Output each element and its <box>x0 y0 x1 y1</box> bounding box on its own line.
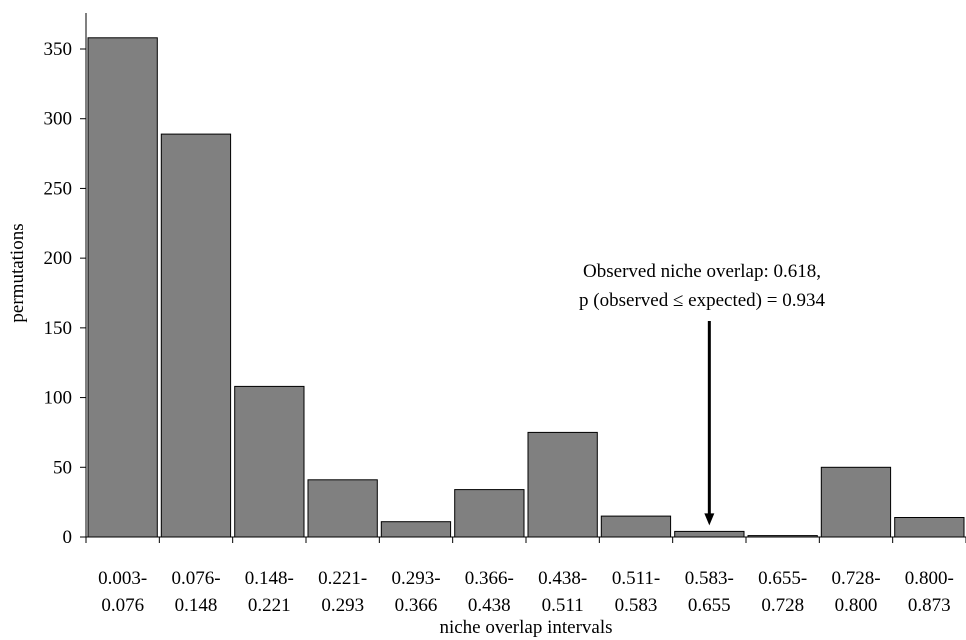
y-tick-label-6: 300 <box>44 109 73 130</box>
x-tick-label-4-0: 0.293- <box>391 568 440 589</box>
x-tick-label-1-1: 0.148 <box>175 595 218 616</box>
x-tick-label-8-0: 0.583- <box>685 568 734 589</box>
bar-5 <box>454 489 525 538</box>
y-tick-label-3: 150 <box>44 318 73 339</box>
bar-11 <box>894 517 965 538</box>
annotation-line-2: p (observed ≤ expected) = 0.934 <box>579 290 825 311</box>
bar-2 <box>234 385 305 538</box>
bar-7 <box>600 515 672 538</box>
annotation-line-1: Observed niche overlap: 0.618, <box>583 261 821 282</box>
y-tick-label-7: 350 <box>44 39 73 60</box>
y-tick-label-5: 250 <box>44 178 73 199</box>
x-tick-label-11-0: 0.800- <box>905 568 954 589</box>
x-tick-label-11-1: 0.873 <box>908 595 951 616</box>
x-tick-label-2-1: 0.221 <box>248 595 291 616</box>
bar-0 <box>87 37 158 538</box>
x-tick-label-6-1: 0.511 <box>542 595 584 616</box>
x-tick-label-3-1: 0.293 <box>321 595 364 616</box>
y-tick-label-1: 50 <box>53 457 72 478</box>
x-tick-label-10-0: 0.728- <box>831 568 880 589</box>
bar-8 <box>674 530 745 538</box>
x-axis-title: niche overlap intervals <box>439 617 612 638</box>
bar-3 <box>307 479 378 538</box>
bar-6 <box>527 431 598 538</box>
x-tick-label-10-1: 0.800 <box>835 595 878 616</box>
x-tick-label-5-1: 0.438 <box>468 595 511 616</box>
annotation-arrow-head <box>704 513 715 526</box>
bar-1 <box>160 133 232 538</box>
x-tick-label-5-0: 0.366- <box>465 568 514 589</box>
bar-4 <box>380 521 452 538</box>
y-tick-label-0: 0 <box>63 527 73 548</box>
y-tick-label-4: 200 <box>44 248 73 269</box>
y-ticks-group: 0 50 100 150 200 250 300 350 <box>44 39 86 548</box>
x-tick-label-0-1: 0.076 <box>101 595 144 616</box>
x-tick-label-1-0: 0.076- <box>171 568 220 589</box>
x-tick-label-9-0: 0.655- <box>758 568 807 589</box>
annotation-arrow <box>704 321 715 526</box>
bar-10 <box>820 466 892 538</box>
x-tick-label-7-1: 0.583 <box>615 595 658 616</box>
x-tick-label-8-1: 0.655 <box>688 595 731 616</box>
x-ticks-group: 0.003- 0.076 0.076- 0.148 0.148- 0.221 0.221- 0… <box>85 537 966 616</box>
y-axis-title: permutations <box>7 223 28 322</box>
x-tick-label-9-1: 0.728 <box>761 595 804 616</box>
x-tick-label-0-0: 0.003- <box>98 568 147 589</box>
y-tick-label-2: 100 <box>44 388 73 409</box>
x-tick-label-7-0: 0.511- <box>612 568 660 589</box>
x-tick-label-2-0: 0.148- <box>245 568 294 589</box>
x-tick-label-6-0: 0.438- <box>538 568 587 589</box>
x-tick-label-3-0: 0.221- <box>318 568 367 589</box>
bars-group <box>87 37 965 538</box>
x-tick-label-4-1: 0.366 <box>395 595 438 616</box>
